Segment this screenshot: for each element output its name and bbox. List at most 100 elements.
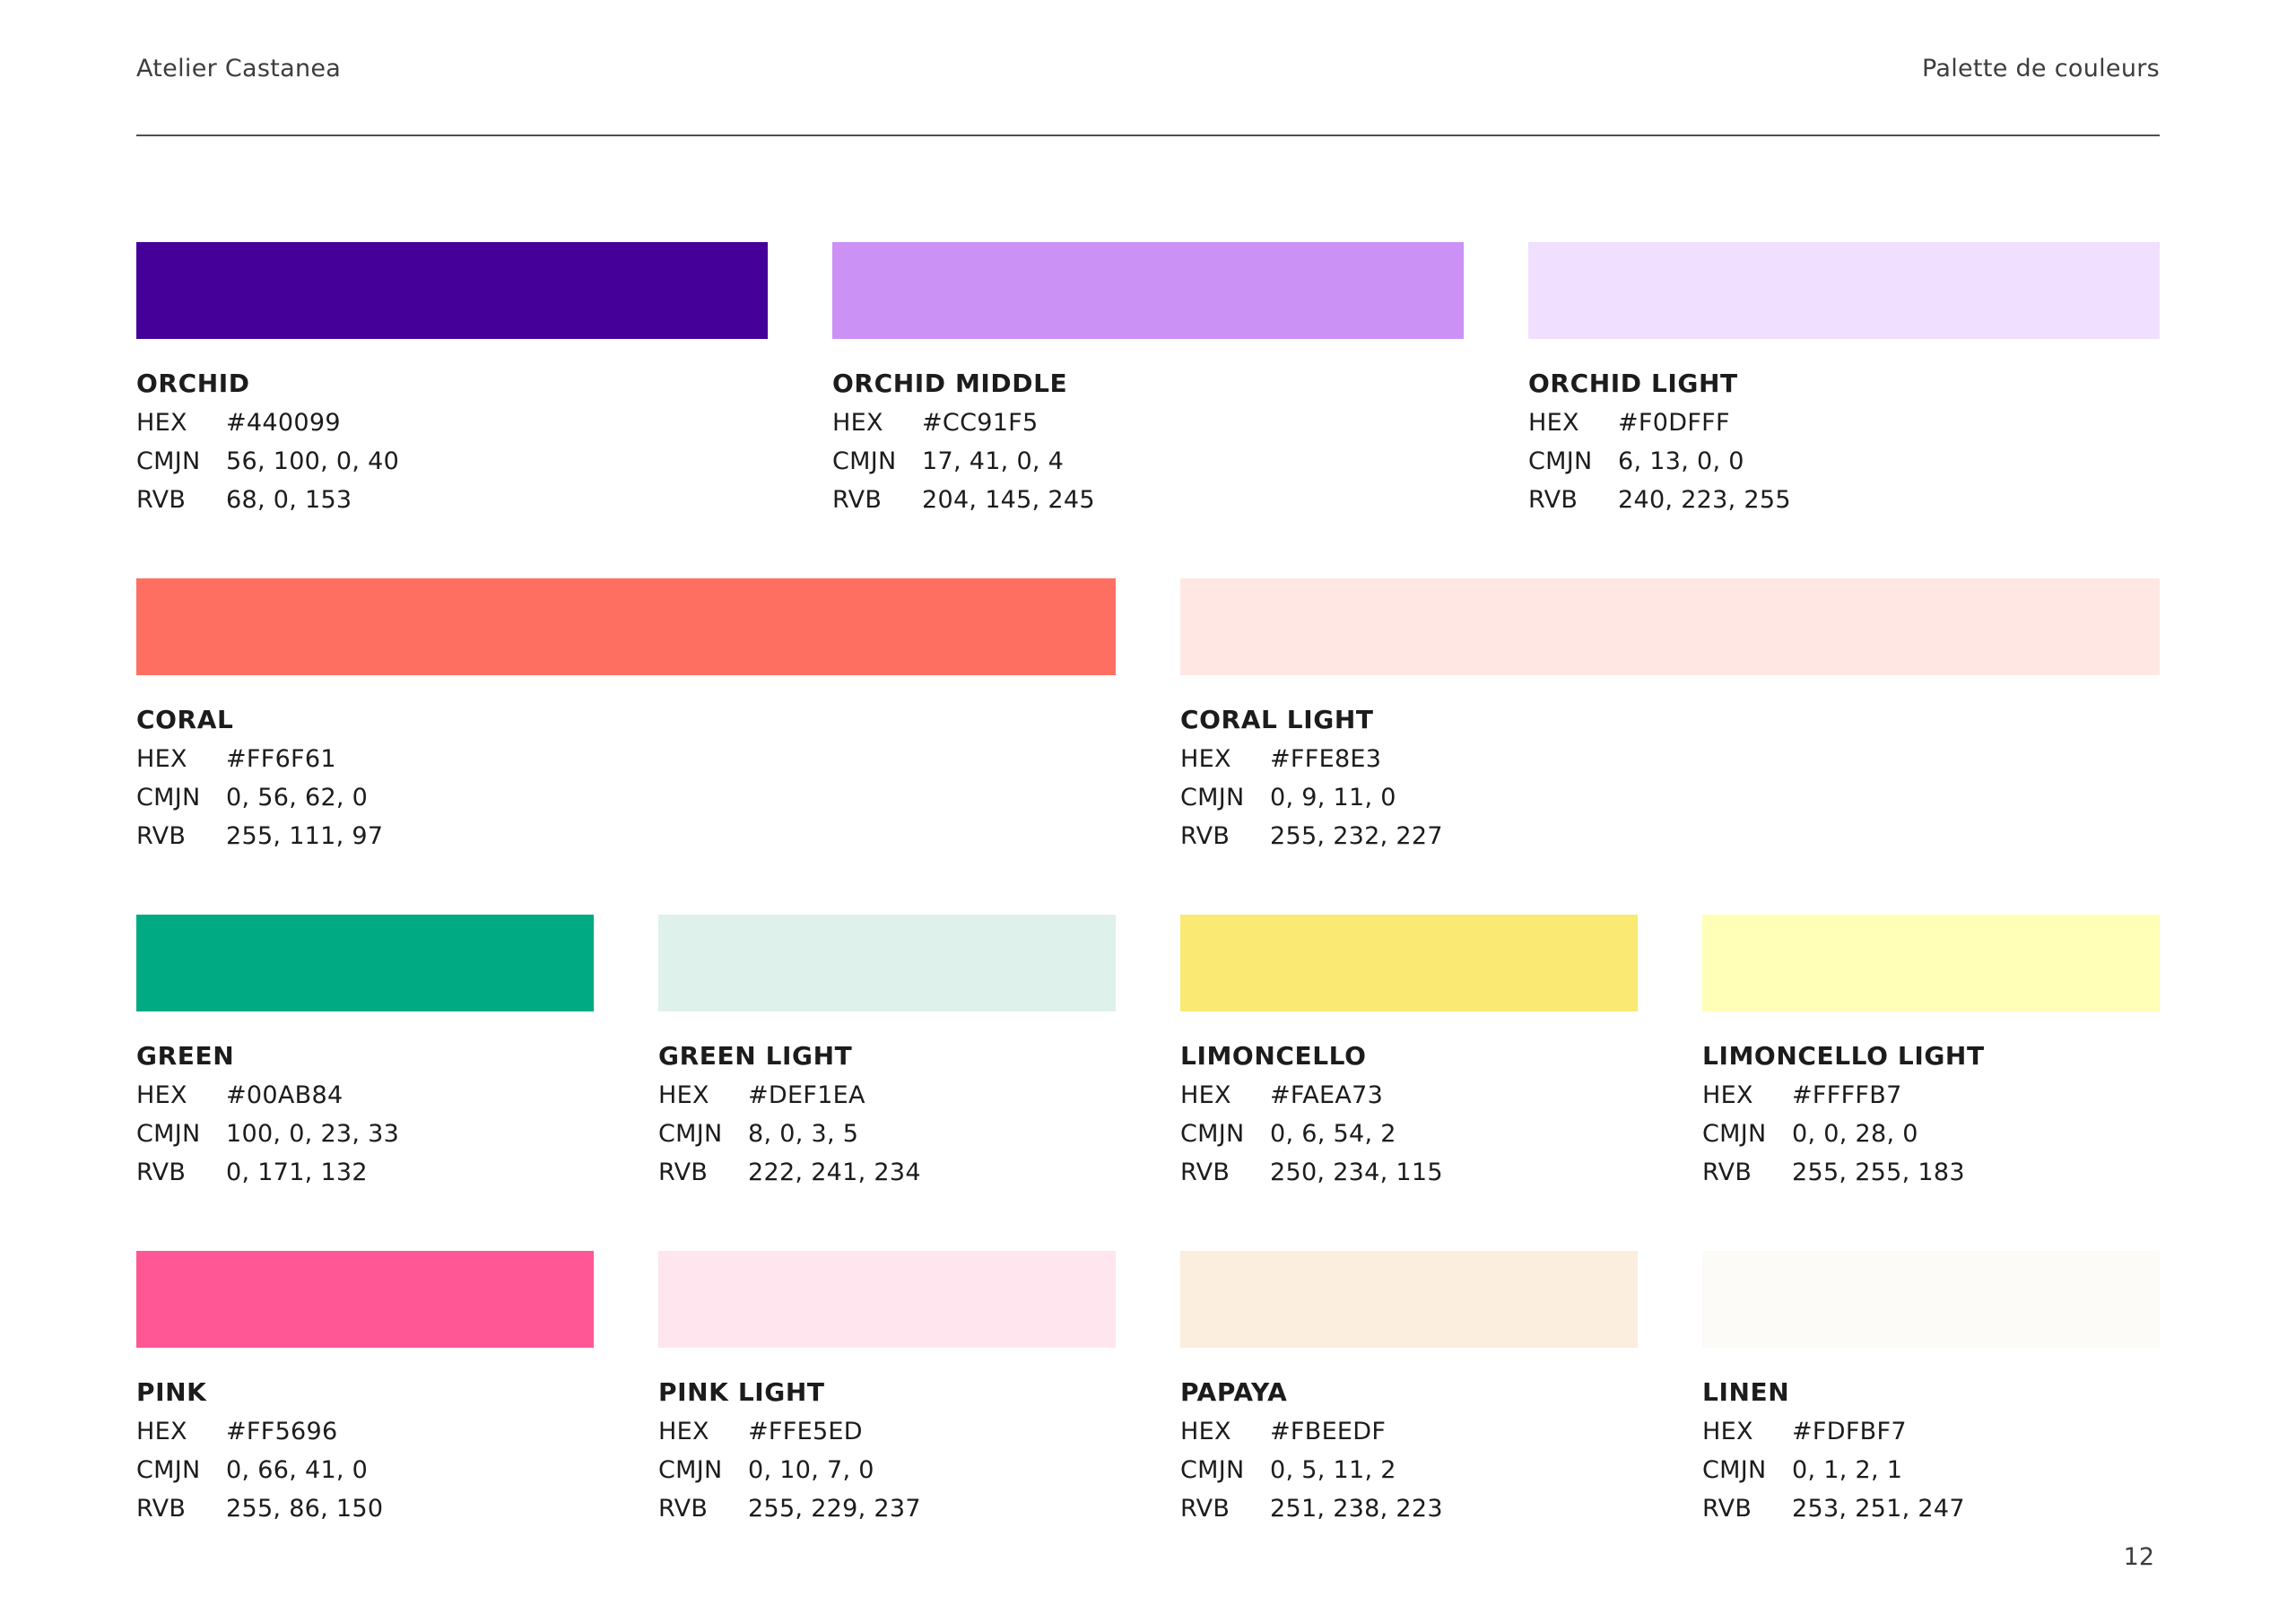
rvb-row: RVB 255, 232, 227	[1180, 824, 2160, 848]
cmjn-row: CMJN 0, 0, 28, 0	[1702, 1122, 2160, 1146]
cmjn-label: CMJN	[136, 1458, 226, 1482]
color-name: PAPAYA	[1180, 1380, 1638, 1405]
hex-label: HEX	[136, 747, 226, 771]
rvb-label: RVB	[136, 1497, 226, 1521]
cmjn-row: CMJN 6, 13, 0, 0	[1528, 449, 2160, 473]
cmjn-label: CMJN	[658, 1122, 748, 1146]
cmjn-label: CMJN	[1180, 1122, 1270, 1146]
color-name: PINK	[136, 1380, 594, 1405]
color-name: LIMONCELLO LIGHT	[1702, 1044, 2160, 1069]
color-swatch	[1528, 242, 2160, 339]
brand-name: Atelier Castanea	[136, 54, 341, 84]
cmjn-value: 8, 0, 3, 5	[748, 1122, 1116, 1146]
palette-page: Atelier Castanea Palette de couleurs ORC…	[0, 0, 2296, 1623]
rvb-label: RVB	[832, 488, 922, 512]
color-card-limoncello-light: LIMONCELLO LIGHT HEX #FFFFB7 CMJN 0, 0, …	[1702, 915, 2160, 1185]
rvb-row: RVB 222, 241, 234	[658, 1160, 1116, 1185]
color-card-green: GREEN HEX #00AB84 CMJN 100, 0, 23, 33 RV…	[136, 915, 594, 1185]
hex-label: HEX	[136, 1083, 226, 1107]
hex-value: #FDFBF7	[1792, 1419, 2160, 1444]
rvb-label: RVB	[1528, 488, 1618, 512]
hex-label: HEX	[1180, 1419, 1270, 1444]
color-swatch	[136, 1251, 594, 1348]
hex-row: HEX #FFE5ED	[658, 1419, 1116, 1444]
hex-value: #FF5696	[226, 1419, 594, 1444]
cmjn-value: 0, 1, 2, 1	[1792, 1458, 2160, 1482]
rvb-row: RVB 204, 145, 245	[832, 488, 1464, 512]
rvb-value: 251, 238, 223	[1270, 1497, 1638, 1521]
hex-label: HEX	[136, 411, 226, 435]
rvb-value: 250, 234, 115	[1270, 1160, 1638, 1185]
hex-label: HEX	[1702, 1083, 1792, 1107]
hex-value: #CC91F5	[922, 411, 1464, 435]
color-card-orchid: ORCHID HEX #440099 CMJN 56, 100, 0, 40 R…	[136, 242, 768, 512]
rvb-row: RVB 250, 234, 115	[1180, 1160, 1638, 1185]
header-divider	[136, 135, 2160, 136]
rvb-label: RVB	[1702, 1497, 1792, 1521]
cmjn-label: CMJN	[658, 1458, 748, 1482]
hex-label: HEX	[1180, 1083, 1270, 1107]
hex-value: #FFE5ED	[748, 1419, 1116, 1444]
color-swatch	[136, 578, 1116, 675]
hex-row: HEX #00AB84	[136, 1083, 594, 1107]
rvb-value: 204, 145, 245	[922, 488, 1464, 512]
rvb-row: RVB 255, 255, 183	[1702, 1160, 2160, 1185]
color-card-green-light: GREEN LIGHT HEX #DEF1EA CMJN 8, 0, 3, 5 …	[658, 915, 1116, 1185]
color-name: ORCHID	[136, 371, 768, 396]
rvb-value: 255, 111, 97	[226, 824, 1116, 848]
hex-row: HEX #440099	[136, 411, 768, 435]
rvb-row: RVB 253, 251, 247	[1702, 1497, 2160, 1521]
cmjn-row: CMJN 17, 41, 0, 4	[832, 449, 1464, 473]
hex-row: HEX #FFFFB7	[1702, 1083, 2160, 1107]
color-card-orchid-light: ORCHID LIGHT HEX #F0DFFF CMJN 6, 13, 0, …	[1528, 242, 2160, 512]
cmjn-row: CMJN 0, 66, 41, 0	[136, 1458, 594, 1482]
page-header: Atelier Castanea Palette de couleurs	[136, 0, 2160, 84]
color-card-coral: CORAL HEX #FF6F61 CMJN 0, 56, 62, 0 RVB …	[136, 578, 1116, 848]
cmjn-label: CMJN	[1180, 1458, 1270, 1482]
rvb-label: RVB	[1180, 824, 1270, 848]
cmjn-value: 17, 41, 0, 4	[922, 449, 1464, 473]
cmjn-row: CMJN 56, 100, 0, 40	[136, 449, 768, 473]
rvb-label: RVB	[1180, 1160, 1270, 1185]
page-number: 12	[2124, 1543, 2154, 1571]
hex-value: #440099	[226, 411, 768, 435]
rvb-row: RVB 255, 111, 97	[136, 824, 1116, 848]
cmjn-label: CMJN	[1180, 785, 1270, 810]
color-swatch	[136, 915, 594, 1011]
hex-value: #FBEEDF	[1270, 1419, 1638, 1444]
color-card-pink: PINK HEX #FF5696 CMJN 0, 66, 41, 0 RVB 2…	[136, 1251, 594, 1521]
cmjn-row: CMJN 0, 9, 11, 0	[1180, 785, 2160, 810]
hex-label: HEX	[1702, 1419, 1792, 1444]
hex-label: HEX	[1528, 411, 1618, 435]
cmjn-value: 6, 13, 0, 0	[1618, 449, 2160, 473]
color-card-orchid-middle: ORCHID MIDDLE HEX #CC91F5 CMJN 17, 41, 0…	[832, 242, 1464, 512]
cmjn-label: CMJN	[136, 449, 226, 473]
rvb-value: 253, 251, 247	[1792, 1497, 2160, 1521]
rvb-label: RVB	[658, 1497, 748, 1521]
color-swatch	[1702, 1251, 2160, 1348]
color-name: CORAL	[136, 707, 1116, 733]
cmjn-row: CMJN 0, 10, 7, 0	[658, 1458, 1116, 1482]
rvb-value: 68, 0, 153	[226, 488, 768, 512]
cmjn-label: CMJN	[1702, 1458, 1792, 1482]
color-card-coral-light: CORAL LIGHT HEX #FFE8E3 CMJN 0, 9, 11, 0…	[1180, 578, 2160, 848]
hex-label: HEX	[1180, 747, 1270, 771]
color-name: CORAL LIGHT	[1180, 707, 2160, 733]
rvb-label: RVB	[136, 488, 226, 512]
rvb-row: RVB 251, 238, 223	[1180, 1497, 1638, 1521]
hex-value: #DEF1EA	[748, 1083, 1116, 1107]
cmjn-row: CMJN 100, 0, 23, 33	[136, 1122, 594, 1146]
rvb-label: RVB	[1702, 1160, 1792, 1185]
cmjn-label: CMJN	[1702, 1122, 1792, 1146]
color-swatch	[1180, 1251, 1638, 1348]
cmjn-value: 0, 9, 11, 0	[1270, 785, 2160, 810]
hex-value: #FFFFB7	[1792, 1083, 2160, 1107]
color-card-limoncello: LIMONCELLO HEX #FAEA73 CMJN 0, 6, 54, 2 …	[1180, 915, 1638, 1185]
hex-label: HEX	[136, 1419, 226, 1444]
color-name: PINK LIGHT	[658, 1380, 1116, 1405]
hex-row: HEX #FF6F61	[136, 747, 1116, 771]
rvb-value: 255, 86, 150	[226, 1497, 594, 1521]
page-title: Palette de couleurs	[1922, 54, 2160, 84]
color-swatch	[832, 242, 1464, 339]
cmjn-value: 0, 66, 41, 0	[226, 1458, 594, 1482]
